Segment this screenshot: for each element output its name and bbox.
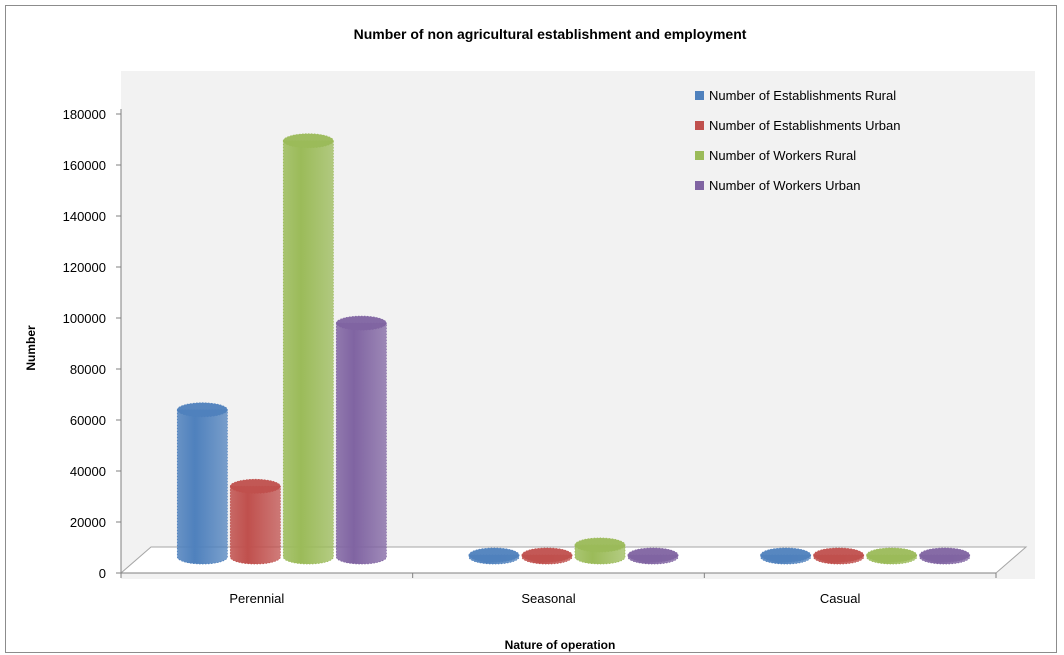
bar-number-of-establishments-rural-casual — [760, 547, 812, 565]
bar-number-of-establishments-rural-perennial — [176, 402, 228, 565]
y-tick-label: 80000 — [70, 362, 106, 377]
bar-number-of-workers-rural-seasonal — [574, 537, 626, 565]
bar-number-of-workers-urban-seasonal — [627, 547, 679, 565]
chart-svg: Number of non agricultural establishment… — [24, 26, 1035, 652]
legend-label: Number of Workers Rural — [709, 148, 856, 163]
x-tick-label: Casual — [820, 591, 861, 606]
chart-frame: Number of non agricultural establishment… — [5, 5, 1057, 653]
legend-swatch — [695, 121, 704, 130]
legend-label: Number of Workers Urban — [709, 178, 860, 193]
legend-label: Number of Establishments Rural — [709, 88, 896, 103]
x-tick-label: Perennial — [229, 591, 284, 606]
legend-label: Number of Establishments Urban — [709, 118, 900, 133]
x-axis-title: Nature of operation — [505, 638, 616, 652]
bar-number-of-workers-urban-perennial — [335, 315, 387, 565]
bar-number-of-establishments-urban-casual — [813, 547, 865, 565]
bar-number-of-establishments-urban-seasonal — [521, 547, 573, 565]
legend: Number of Establishments Rural Number of … — [695, 88, 900, 193]
legend-swatch — [695, 181, 704, 190]
x-tick-labels: Perennial Seasonal Casual — [229, 591, 860, 606]
y-tick-label: 100000 — [63, 311, 106, 326]
y-tick-label: 180000 — [63, 107, 106, 122]
y-tick-label: 20000 — [70, 515, 106, 530]
legend-swatch — [695, 151, 704, 160]
bars — [176, 133, 971, 565]
legend-item: Number of Establishments Rural — [695, 88, 896, 103]
bar-number-of-workers-rural-perennial — [282, 133, 334, 565]
bar-number-of-establishments-urban-perennial — [229, 478, 281, 565]
y-tick-label: 140000 — [63, 209, 106, 224]
legend-item: Number of Workers Urban — [695, 178, 860, 193]
y-tick-label: 60000 — [70, 413, 106, 428]
legend-swatch — [695, 91, 704, 100]
bar-number-of-establishments-rural-seasonal — [468, 547, 520, 565]
chart-title: Number of non agricultural establishment… — [354, 26, 747, 42]
bar-number-of-workers-rural-casual — [866, 547, 918, 565]
legend-item: Number of Establishments Urban — [695, 118, 900, 133]
y-axis-title: Number — [24, 325, 38, 371]
x-tick-label: Seasonal — [521, 591, 575, 606]
y-tick-labels: 0 20000 40000 60000 80000 100000 120000 140000 1… — [63, 107, 106, 581]
y-tick-label: 120000 — [63, 260, 106, 275]
y-tick-label: 0 — [99, 566, 106, 581]
legend-item: Number of Workers Rural — [695, 148, 856, 163]
y-tick-label: 160000 — [63, 158, 106, 173]
bar-number-of-workers-urban-casual — [919, 547, 971, 565]
y-tick-label: 40000 — [70, 464, 106, 479]
